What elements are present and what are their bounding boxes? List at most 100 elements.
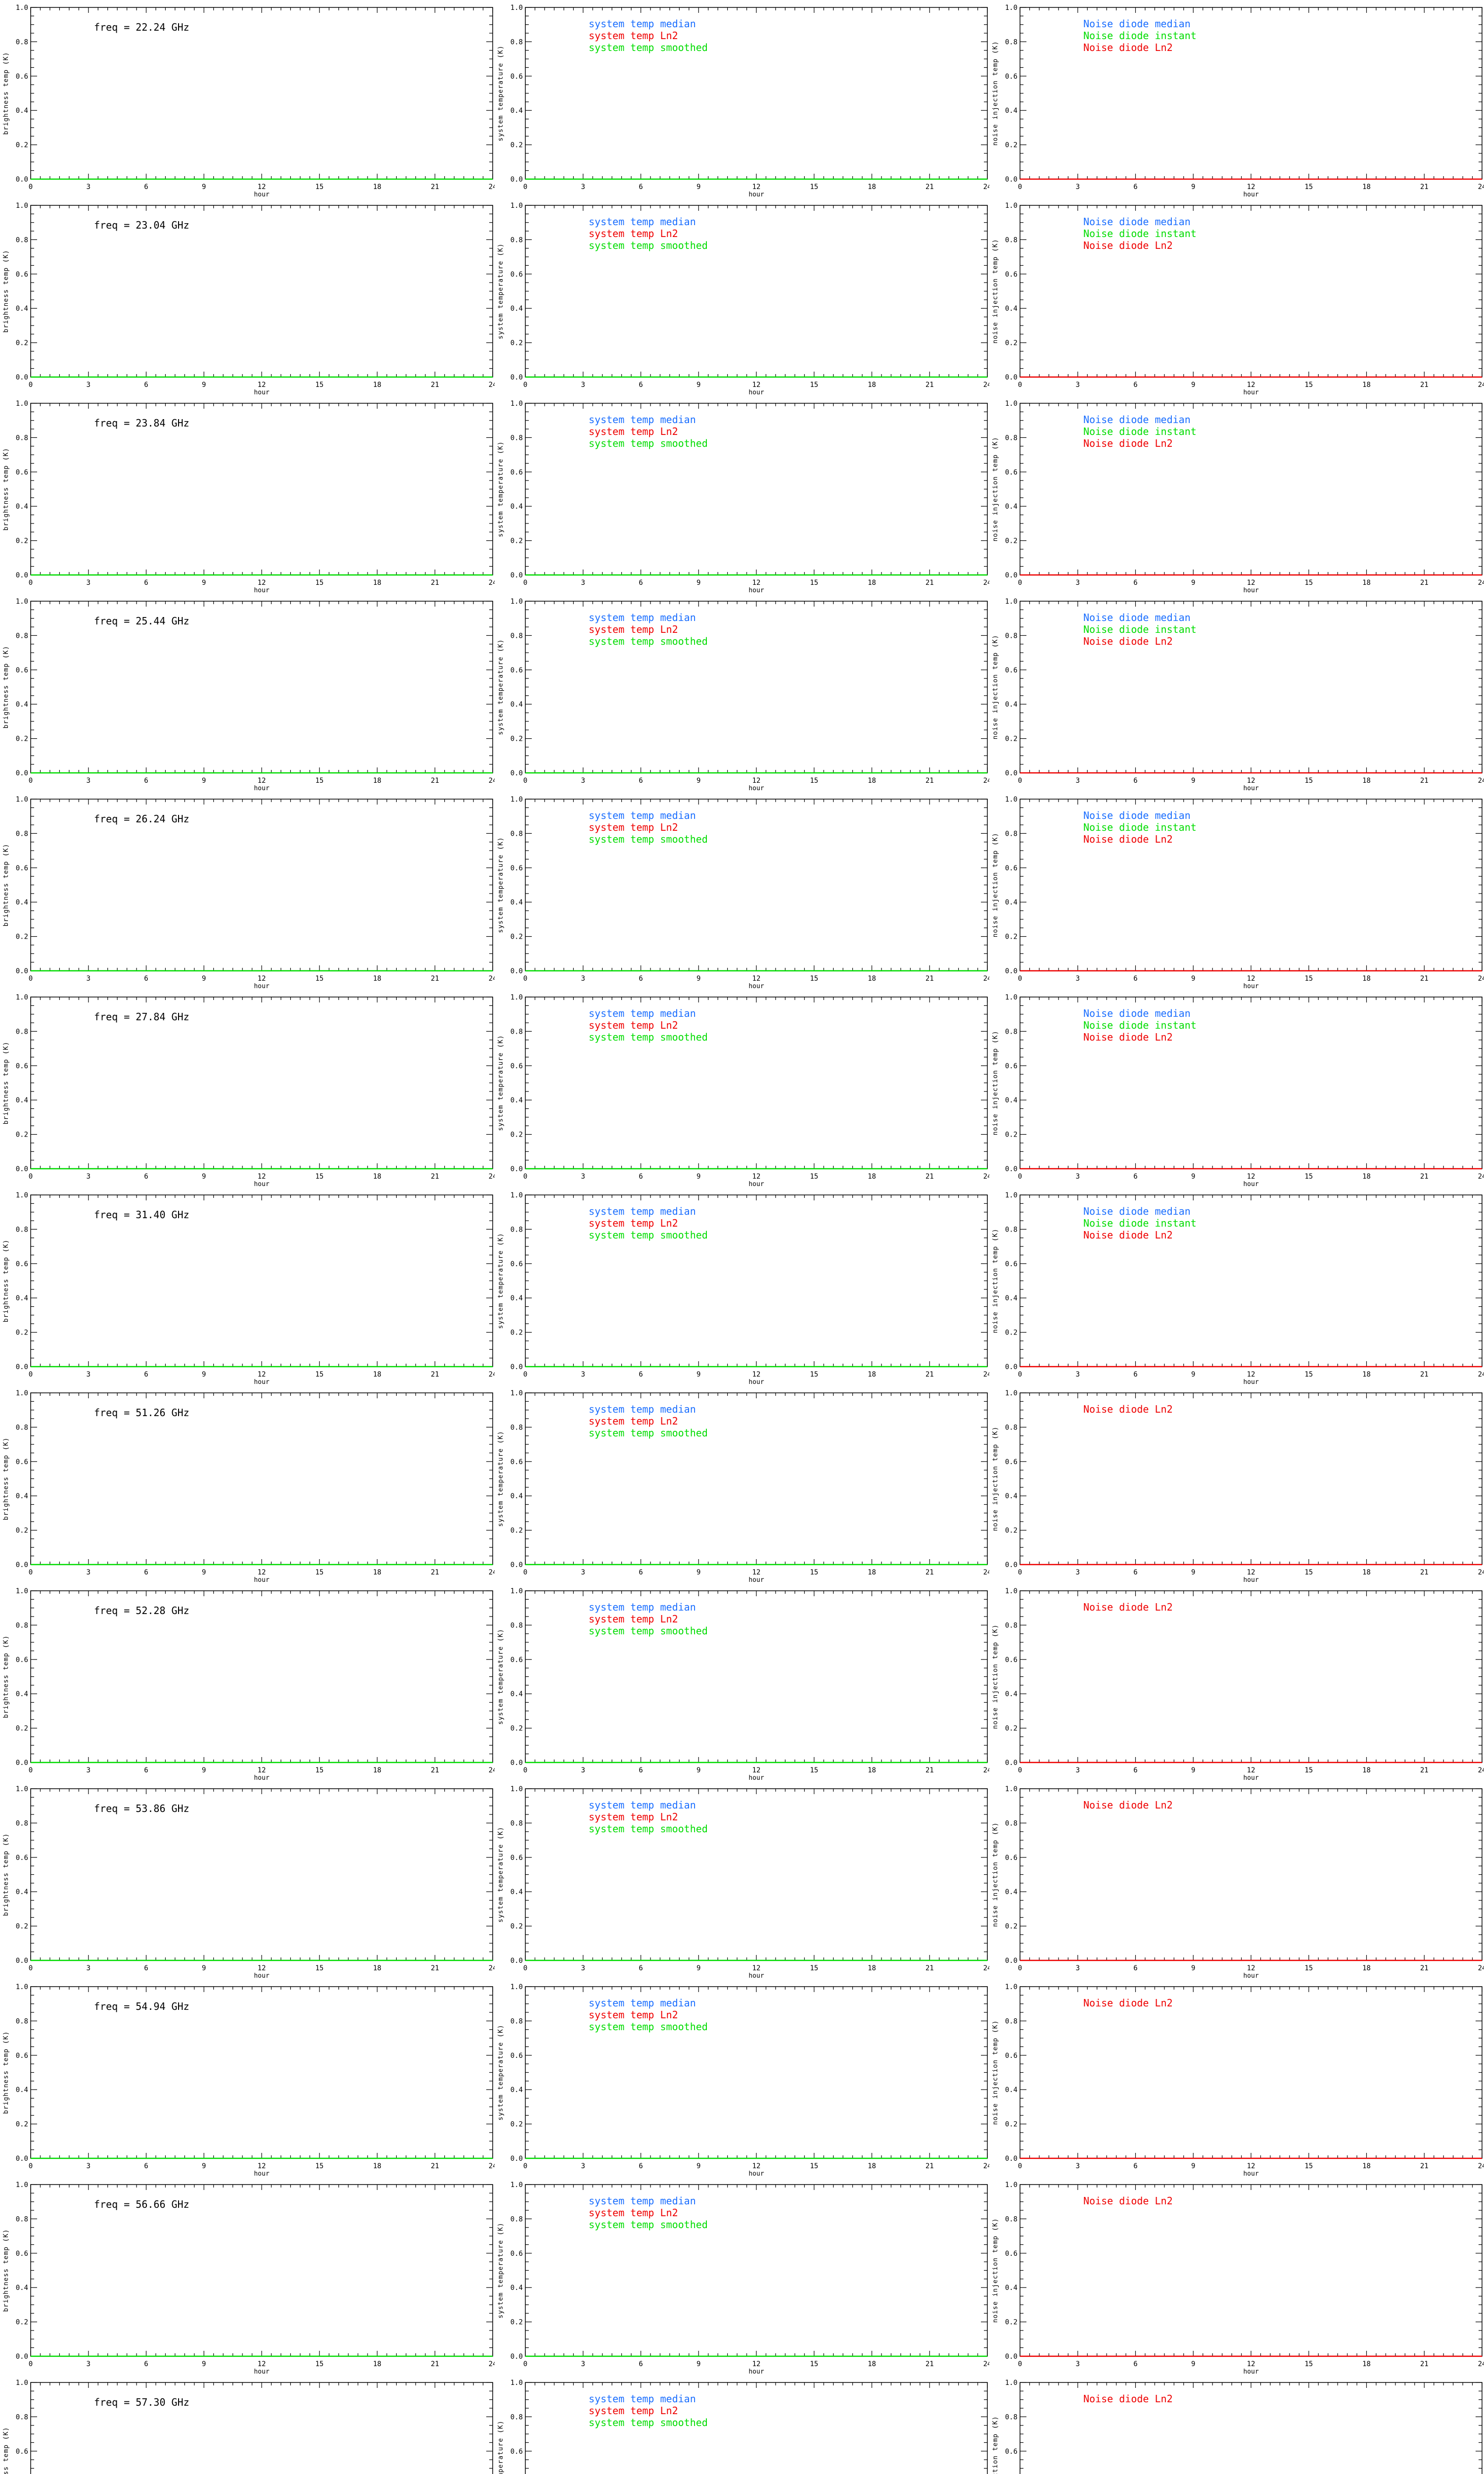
legend-label-red: system temp Ln2 (589, 821, 678, 833)
y-tick-label: 0.6 (16, 271, 28, 279)
y-tick-label: 0.2 (16, 142, 28, 149)
y-tick-label: 0.0 (1005, 374, 1018, 381)
y-axis-label: system temperature (K) (497, 243, 505, 339)
y-tick-label: 0.8 (1005, 1028, 1018, 1036)
y-tick-label: 0.4 (16, 2086, 28, 2094)
x-axis-label: hour (748, 1181, 764, 1188)
x-tick-label: 0 (523, 183, 527, 191)
y-tick-label: 0.2 (510, 2121, 523, 2129)
y-tick-label: 1.0 (16, 598, 28, 606)
x-tick-label: 24 (1478, 1173, 1484, 1181)
legend-label-red: Noise diode Ln2 (1083, 1229, 1173, 1241)
y-axis-label: brightness temp (K) (2, 1635, 10, 1718)
x-tick-label: 15 (810, 1964, 818, 1972)
x-tick-label: 15 (810, 381, 818, 389)
x-tick-label: 0 (29, 1173, 33, 1181)
x-tick-label: 12 (752, 1371, 761, 1379)
y-tick-label: 0.6 (16, 73, 28, 81)
y-tick-label: 0.2 (510, 735, 523, 743)
x-tick-label: 21 (431, 1569, 439, 1576)
legend-label-red: system temp Ln2 (589, 2009, 678, 2021)
x-axis-label: hour (1243, 2368, 1258, 2375)
x-tick-label: 6 (144, 1964, 148, 1972)
legend-label-red: system temp Ln2 (589, 2207, 678, 2219)
y-tick-label: 0.8 (510, 1424, 523, 1431)
x-axis-label: hour (748, 191, 764, 198)
x-tick-label: 21 (431, 183, 439, 191)
panel-row9-brightness: 0.0 0.2 0.4 0.6 0.8 1.0 0 3 6 9 12 15 18 21 24 hour brig… (2, 1587, 495, 1781)
x-tick-label: 15 (1304, 1964, 1313, 1972)
x-tick-label: 0 (1018, 1569, 1022, 1576)
panel-row1-noise-diode: 0.0 0.2 0.4 0.6 0.8 1.0 0 3 6 9 12 15 18 21 24 hour nois… (992, 4, 1484, 198)
x-tick-label: 3 (581, 183, 585, 191)
x-tick-label: 0 (1018, 381, 1022, 389)
x-axis-label: hour (1243, 1774, 1258, 1781)
x-axis-label: hour (254, 1181, 269, 1188)
y-tick-label: 0.2 (510, 142, 523, 149)
x-tick-label: 15 (810, 975, 818, 983)
x-tick-label: 21 (1420, 2360, 1429, 2368)
legend-label-green: Noise diode instant (1083, 1217, 1197, 1229)
y-tick-label: 0.6 (1005, 1854, 1018, 1862)
y-tick-label: 0.4 (510, 1294, 523, 1302)
y-tick-label: 1.0 (510, 1191, 523, 1199)
legend-label-blue: system temp median (589, 612, 696, 623)
x-tick-label: 12 (258, 1766, 266, 1774)
y-tick-label: 0.6 (510, 2250, 523, 2258)
x-tick-label: 9 (1191, 1964, 1195, 1972)
y-tick-label: 0.6 (510, 2052, 523, 2060)
legend-label-red: Noise diode Ln2 (1083, 2195, 1173, 2207)
y-axis-label: system temperature (K) (497, 2222, 505, 2318)
axis-box (1020, 2184, 1483, 2357)
x-tick-label: 18 (868, 1964, 876, 1972)
x-axis-label: hour (254, 1972, 269, 1979)
x-axis-label: hour (254, 2170, 269, 2177)
x-tick-label: 15 (315, 975, 324, 983)
x-axis-label: hour (748, 2368, 764, 2375)
axis-ticks (1020, 7, 1483, 180)
y-tick-label: 0.0 (510, 571, 523, 579)
y-tick-label: 0.0 (1005, 769, 1018, 777)
x-tick-label: 3 (1076, 1569, 1080, 1576)
x-tick-label: 0 (1018, 2360, 1022, 2368)
y-tick-label: 0.0 (1005, 1759, 1018, 1767)
x-tick-label: 18 (373, 975, 381, 983)
x-tick-label: 9 (696, 381, 700, 389)
legend-label-red: Noise diode Ln2 (1083, 833, 1173, 845)
legend-label-red: Noise diode Ln2 (1083, 1997, 1173, 2009)
x-tick-label: 6 (639, 1964, 643, 1972)
x-tick-label: 9 (1191, 1569, 1195, 1576)
panel-row9-system-temp: 0.0 0.2 0.4 0.6 0.8 1.0 0 3 6 9 12 15 18 21 24 hour syst… (497, 1587, 989, 1781)
y-tick-label: 1.0 (16, 1983, 28, 1991)
x-axis-label: hour (748, 587, 764, 594)
y-axis-label: system temperature (K) (497, 639, 505, 735)
x-tick-label: 12 (1247, 579, 1255, 587)
x-tick-label: 6 (1133, 1766, 1137, 1774)
y-tick-label: 1.0 (510, 4, 523, 12)
y-tick-label: 0.8 (1005, 1819, 1018, 1827)
x-tick-label: 6 (639, 975, 643, 983)
y-axis-label: brightness temp (K) (2, 250, 10, 333)
x-axis-label: hour (254, 587, 269, 594)
x-tick-label: 6 (144, 975, 148, 983)
x-tick-label: 3 (87, 1173, 91, 1181)
y-tick-label: 0.6 (16, 666, 28, 674)
panel-row1-system-temp: 0.0 0.2 0.4 0.6 0.8 1.0 0 3 6 9 12 15 18 21 24 hour syst… (497, 4, 989, 198)
y-tick-label: 0.8 (510, 830, 523, 838)
panel-row5-noise-diode: 0.0 0.2 0.4 0.6 0.8 1.0 0 3 6 9 12 15 18 21 24 hour nois… (992, 796, 1484, 990)
y-tick-label: 1.0 (16, 202, 28, 210)
x-tick-label: 3 (1076, 1964, 1080, 1972)
axis-box (30, 1788, 493, 1961)
y-tick-label: 1.0 (1005, 2379, 1018, 2387)
y-tick-label: 0.2 (1005, 1329, 1018, 1337)
y-tick-label: 0.0 (510, 374, 523, 381)
x-axis-label: hour (1243, 2170, 1258, 2177)
x-tick-label: 3 (1076, 975, 1080, 983)
axis-box (30, 7, 493, 180)
y-tick-label: 0.2 (1005, 142, 1018, 149)
x-tick-label: 21 (1420, 777, 1429, 785)
y-axis-label: brightness temp (K) (2, 1437, 10, 1521)
y-tick-label: 0.2 (510, 339, 523, 347)
x-tick-label: 24 (1478, 1569, 1484, 1576)
x-tick-label: 15 (315, 777, 324, 785)
